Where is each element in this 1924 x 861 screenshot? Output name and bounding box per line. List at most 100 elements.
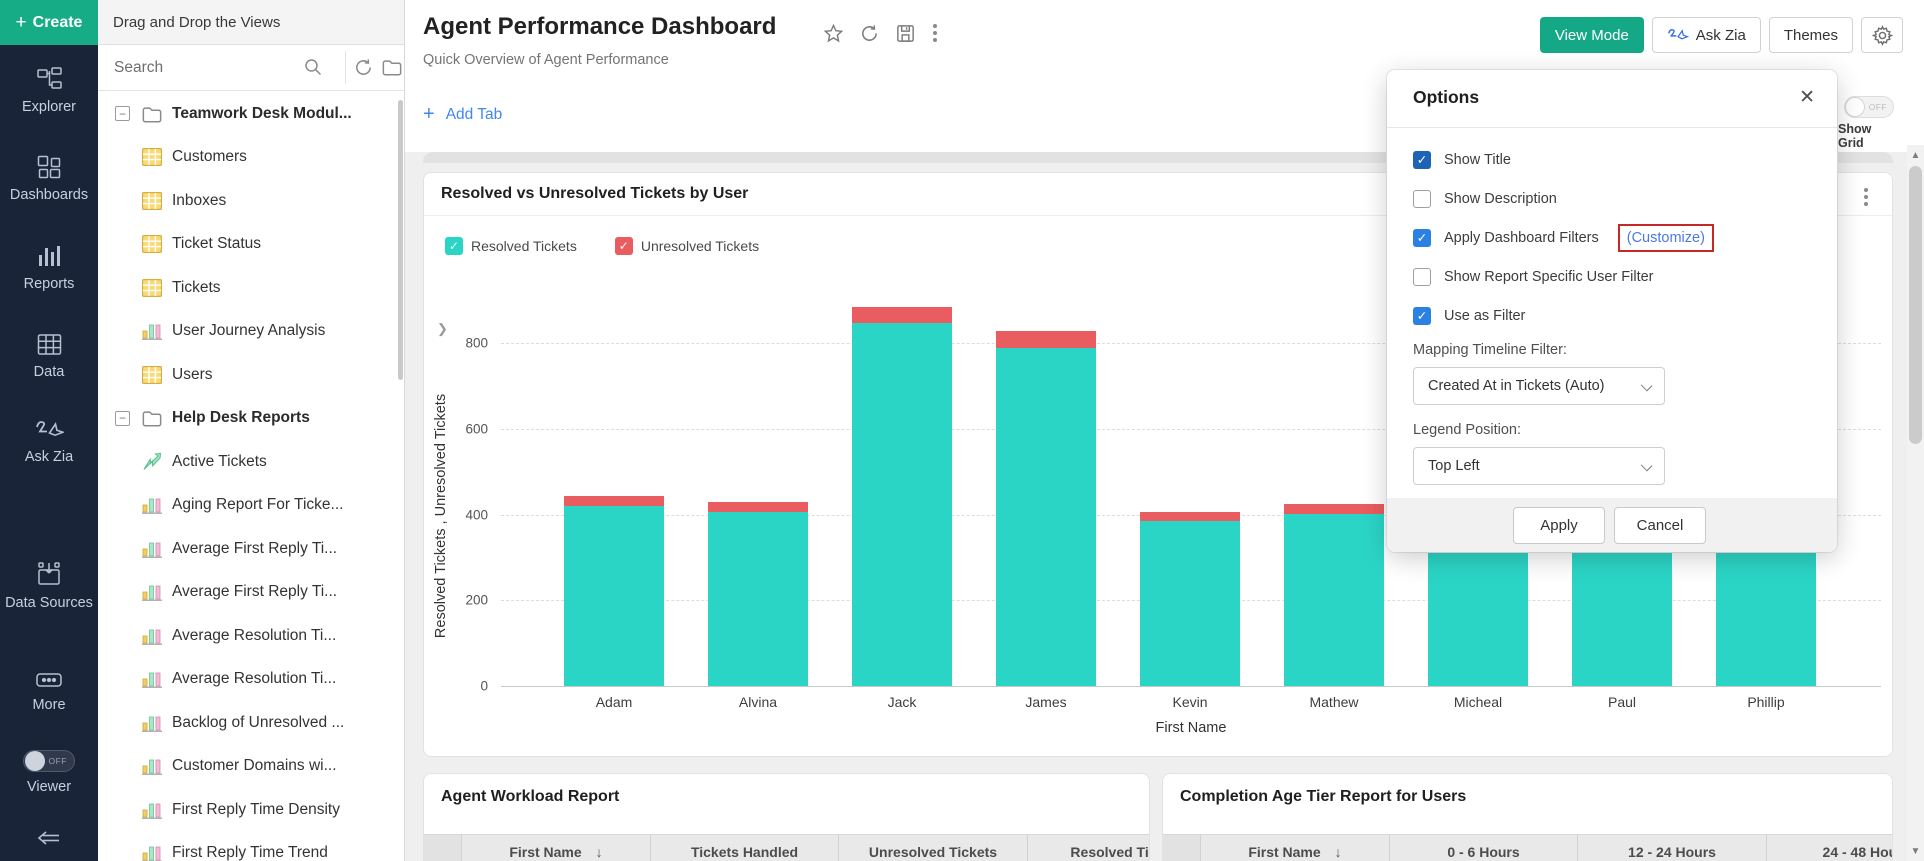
legend-checkbox-icon[interactable]: ✓ [445,237,463,255]
tree-view-row[interactable]: Average Resolution Ti... [98,614,404,658]
tree-folder-row[interactable]: − Teamwork Desk Modul... [98,92,404,136]
mapping-timeline-filter-select[interactable]: Created At in Tickets (Auto) [1413,367,1665,405]
cancel-button[interactable]: Cancel [1614,507,1706,544]
column-header[interactable]: First Name ↓ [1201,835,1390,861]
checkbox-unchecked-icon[interactable] [1413,267,1431,286]
resolved-segment[interactable] [1284,514,1384,687]
bar-alvina[interactable] [708,502,808,687]
themes-button[interactable]: Themes [1768,17,1853,53]
ask-zia-button[interactable]: Ask Zia [1651,17,1761,53]
tree-view-row[interactable]: Customers [98,136,404,180]
tree-view-row[interactable]: Aging Report For Ticke... [98,484,404,528]
x-axis-category-label: Mathew [1309,694,1359,710]
tree-view-row[interactable]: Average First Reply Ti... [98,527,404,571]
column-header[interactable]: 24 - 48 Hours [1767,835,1892,861]
bar-jack[interactable] [852,307,952,687]
column-header[interactable]: 0 - 6 Hours [1390,835,1578,861]
sort-descending-icon[interactable]: ↓ [1334,844,1342,860]
column-header[interactable]: Unresolved Tickets [839,835,1028,861]
resolved-segment[interactable] [564,506,664,687]
chevron-down-icon [1640,459,1653,472]
bar-kevin[interactable] [1140,512,1240,687]
y-axis-expand-icon[interactable]: ❯ [437,321,448,336]
tree-item-label: Customers [172,148,247,166]
bar-adam[interactable] [564,496,664,687]
checkbox-checked-icon[interactable]: ✓ [1413,228,1431,247]
settings-gear-button[interactable] [1861,17,1903,53]
sidebar-item-reports[interactable]: Reports [0,243,98,293]
tree-view-row[interactable]: User Journey Analysis [98,310,404,354]
tree-view-row[interactable]: Backlog of Unresolved ... [98,701,404,745]
resolved-segment[interactable] [852,323,952,687]
sort-descending-icon[interactable]: ↓ [595,844,603,860]
close-icon[interactable]: ✕ [1799,87,1815,108]
tree-view-row[interactable]: Average First Reply Ti... [98,571,404,615]
checkbox-checked-icon[interactable]: ✓ [1413,306,1431,325]
collapse-sidebar-icon[interactable] [0,826,98,850]
tree-view-row[interactable]: Customer Domains wi... [98,745,404,789]
column-header[interactable]: Tickets Handled [651,835,839,861]
scroll-up-icon[interactable]: ▲ [1910,149,1921,161]
unresolved-segment[interactable] [996,331,1096,349]
resolved-segment[interactable] [708,511,808,687]
refresh-views-icon[interactable] [353,57,374,83]
sidebar-item-data[interactable]: Data [0,332,98,381]
sidebar-item-dashboards[interactable]: Dashboards [0,154,98,204]
collapse-minus-icon[interactable]: − [115,410,130,426]
scrollbar-thumb[interactable] [1909,166,1922,444]
save-icon[interactable] [895,23,916,44]
views-tree-scrollbar[interactable] [398,100,403,380]
tree-view-row[interactable]: Ticket Status [98,223,404,267]
sidebar-item-more[interactable]: More [0,670,98,714]
legend-item[interactable]: ✓ Unresolved Tickets [614,237,759,255]
column-header-label: Resolved Tickets [1070,844,1149,860]
legend-position-select[interactable]: Top Left [1413,447,1665,485]
tree-view-row[interactable]: Inboxes [98,179,404,223]
unresolved-segment[interactable] [1284,504,1384,515]
bar-james[interactable] [996,331,1096,687]
show-grid-toggle[interactable]: OFF [1844,96,1894,118]
apply-button[interactable]: Apply [1513,507,1605,544]
tree-view-row[interactable]: Average Resolution Ti... [98,658,404,702]
sidebar-item-datasources[interactable]: Data Sources [0,560,98,612]
unresolved-segment[interactable] [708,502,808,512]
view-mode-button[interactable]: View Mode [1539,17,1644,53]
tree-view-row[interactable]: Active Tickets [98,440,404,484]
create-button[interactable]: + Create [0,0,98,45]
add-tab-button[interactable]: + Add Tab [423,103,503,125]
tree-folder-row[interactable]: − Help Desk Reports [98,397,404,441]
main-scrollbar[interactable]: ▲ ▼ [1907,145,1924,861]
favorite-star-icon[interactable] [823,23,844,44]
customize-link[interactable]: (Customize) [1626,229,1705,246]
tree-view-row[interactable]: First Reply Time Density [98,788,404,832]
checkbox-unchecked-icon[interactable] [1413,189,1431,208]
column-header[interactable]: Resolved Tickets [1028,835,1149,861]
legend-checkbox-icon[interactable]: ✓ [614,237,633,255]
viewer-toggle[interactable]: OFF [23,750,75,772]
column-header[interactable]: 12 - 24 Hours [1578,835,1767,861]
unresolved-segment[interactable] [564,496,664,507]
legend-item[interactable]: ✓ Resolved Tickets [445,237,577,255]
unresolved-segment[interactable] [852,307,952,324]
resolved-segment[interactable] [996,348,1096,687]
chart-kebab-icon[interactable] [1862,186,1870,208]
sidebar-item-explorer[interactable]: Explorer [0,66,98,116]
tree-view-row[interactable]: First Reply Time Trend [98,832,404,861]
bar-mathew[interactable] [1284,504,1384,687]
refresh-dashboard-icon[interactable] [859,23,880,44]
search-icon[interactable] [303,57,323,82]
resolved-segment[interactable] [1140,521,1240,687]
column-header[interactable]: First Name ↓ [462,835,651,861]
collapse-minus-icon[interactable]: − [115,106,130,122]
scroll-down-icon[interactable]: ▼ [1910,845,1921,857]
folder-views-icon[interactable] [381,57,403,82]
sidebar-item-askzia[interactable]: Ask Zia [0,418,98,466]
divider [345,51,346,84]
unresolved-segment[interactable] [1140,512,1240,522]
dashboard-title: Agent Performance Dashboard [423,13,777,40]
tree-view-row[interactable]: Tickets [98,266,404,310]
checkbox-checked-icon[interactable]: ✓ [1413,150,1431,169]
more-options-kebab-icon[interactable] [931,22,939,44]
search-input[interactable] [114,58,314,77]
tree-view-row[interactable]: Users [98,353,404,397]
